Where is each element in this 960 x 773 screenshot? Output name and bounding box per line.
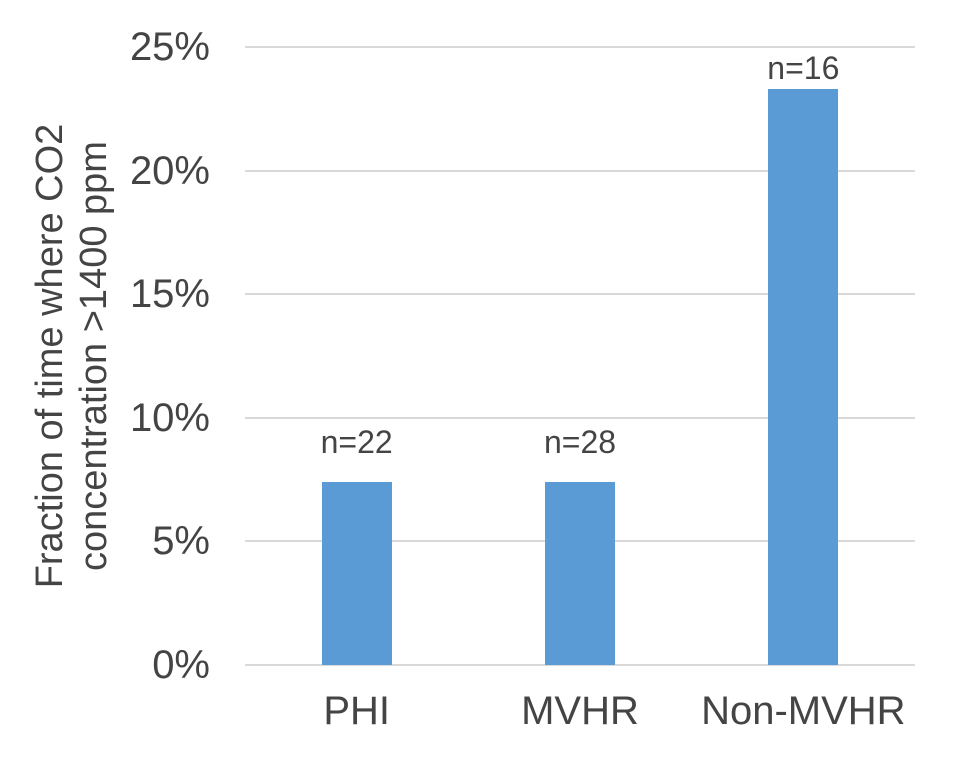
gridline bbox=[245, 416, 915, 419]
data-label-non-mvhr: n=16 bbox=[767, 50, 840, 87]
gridline bbox=[245, 169, 915, 172]
y-tick-label: 5% bbox=[152, 519, 210, 564]
y-tick-label: 25% bbox=[129, 25, 210, 69]
bar-group-phi: n=22 bbox=[245, 47, 468, 665]
bar-phi bbox=[321, 482, 392, 665]
y-tick-label: 0% bbox=[152, 643, 210, 687]
data-label-mvhr: n=28 bbox=[543, 424, 617, 461]
y-axis-tick-labels: 25% 20% 15% 10% 5% 0% bbox=[0, 25, 210, 687]
y-tick-label: 20% bbox=[129, 148, 210, 193]
bar-slots: n=22 n=28 n=16 bbox=[245, 47, 915, 665]
gridline bbox=[245, 293, 915, 296]
gridline bbox=[245, 664, 915, 666]
x-axis-labels: PHI MVHR Non-MVHR bbox=[245, 688, 915, 734]
data-label-phi: n=22 bbox=[320, 424, 393, 461]
bar-group-mvhr: n=28 bbox=[468, 47, 691, 665]
gridline bbox=[245, 46, 915, 48]
bar-group-non-mvhr: n=16 bbox=[692, 47, 915, 665]
y-tick-label: 15% bbox=[129, 272, 210, 317]
x-label-mvhr: MVHR bbox=[521, 689, 639, 733]
bar-non-mvhr bbox=[768, 89, 839, 665]
x-label-non-mvhr: Non-MVHR bbox=[701, 689, 906, 733]
bar-mvhr bbox=[544, 482, 615, 665]
y-tick-label: 10% bbox=[129, 395, 210, 440]
x-label-phi: PHI bbox=[323, 689, 390, 733]
plot-area: n=22 n=28 n=16 bbox=[245, 46, 915, 666]
